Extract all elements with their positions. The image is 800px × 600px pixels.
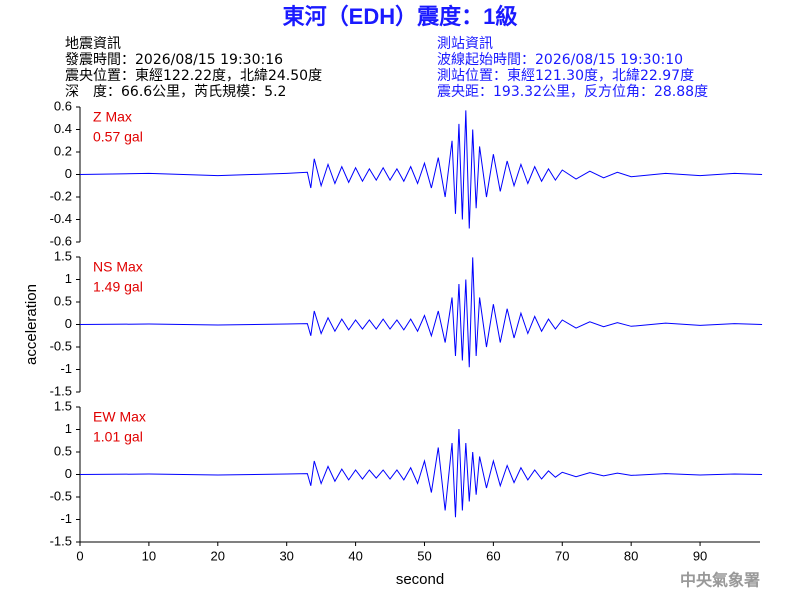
annotation: NS Max [93, 259, 143, 275]
info-left: 深 度：66.6公里，芮氏規模：5.2 [65, 83, 286, 100]
info-left: 發震時間：2026/08/15 19:30:16 [65, 52, 283, 68]
y-tick-label: -1.5 [50, 533, 72, 548]
info-right: 測站資訊 [437, 36, 493, 52]
x-tick-label: 30 [279, 548, 293, 563]
waveform [79, 429, 763, 518]
y-tick-label: 0.5 [54, 293, 72, 308]
y-tick-label: 1 [65, 271, 72, 286]
annotation: 0.57 gal [93, 129, 143, 145]
y-tick-label: -0.4 [50, 211, 72, 226]
y-tick-label: -1.5 [50, 383, 72, 398]
annotation: Z Max [93, 109, 132, 125]
x-tick-label: 20 [211, 548, 225, 563]
info-left: 震央位置：東經122.22度，北緯24.50度 [65, 68, 322, 84]
info-right: 測站位置：東經121.30度，北緯22.97度 [437, 68, 694, 84]
y-tick-label: 0.4 [54, 121, 72, 136]
annotation: 1.01 gal [93, 429, 143, 445]
y-tick-label: -1 [60, 511, 72, 526]
y-tick-label: -0.2 [50, 188, 72, 203]
x-tick-label: 70 [555, 548, 569, 563]
y-tick-label: 1.5 [54, 248, 72, 263]
x-tick-label: 0 [76, 548, 83, 563]
info-right: 震央距：193.32公里，反方位角：28.88度 [437, 84, 708, 100]
annotation: EW Max [93, 409, 146, 425]
chart-title: 東河（EDH）震度：1級 [283, 4, 518, 29]
annotation: 1.49 gal [93, 279, 143, 295]
y-axis-label: acceleration [23, 284, 40, 365]
y-tick-label: 0 [65, 466, 72, 481]
waveform [79, 257, 763, 368]
waveform [79, 110, 763, 229]
y-tick-label: 1 [65, 421, 72, 436]
y-tick-label: 0.2 [54, 143, 72, 158]
x-tick-label: 90 [693, 548, 707, 563]
info-right: 波線起始時間：2026/08/15 19:30:10 [437, 52, 683, 68]
info-left: 地震資訊 [65, 36, 121, 52]
footer: 中央氣象署 [680, 571, 760, 590]
x-tick-label: 50 [417, 548, 431, 563]
y-tick-label: 0.6 [54, 98, 72, 113]
y-tick-label: -0.5 [50, 488, 72, 503]
x-tick-label: 60 [486, 548, 500, 563]
y-tick-label: -0.6 [50, 233, 72, 248]
x-axis-label: second [396, 571, 444, 588]
y-tick-label: 0 [65, 316, 72, 331]
y-tick-label: 0 [65, 166, 72, 181]
y-tick-label: 1.5 [54, 398, 72, 413]
x-tick-label: 10 [142, 548, 156, 563]
y-tick-label: -1 [60, 361, 72, 376]
y-tick-label: 0.5 [54, 443, 72, 458]
x-tick-label: 40 [348, 548, 362, 563]
x-tick-label: 80 [624, 548, 638, 563]
y-tick-label: -0.5 [50, 338, 72, 353]
